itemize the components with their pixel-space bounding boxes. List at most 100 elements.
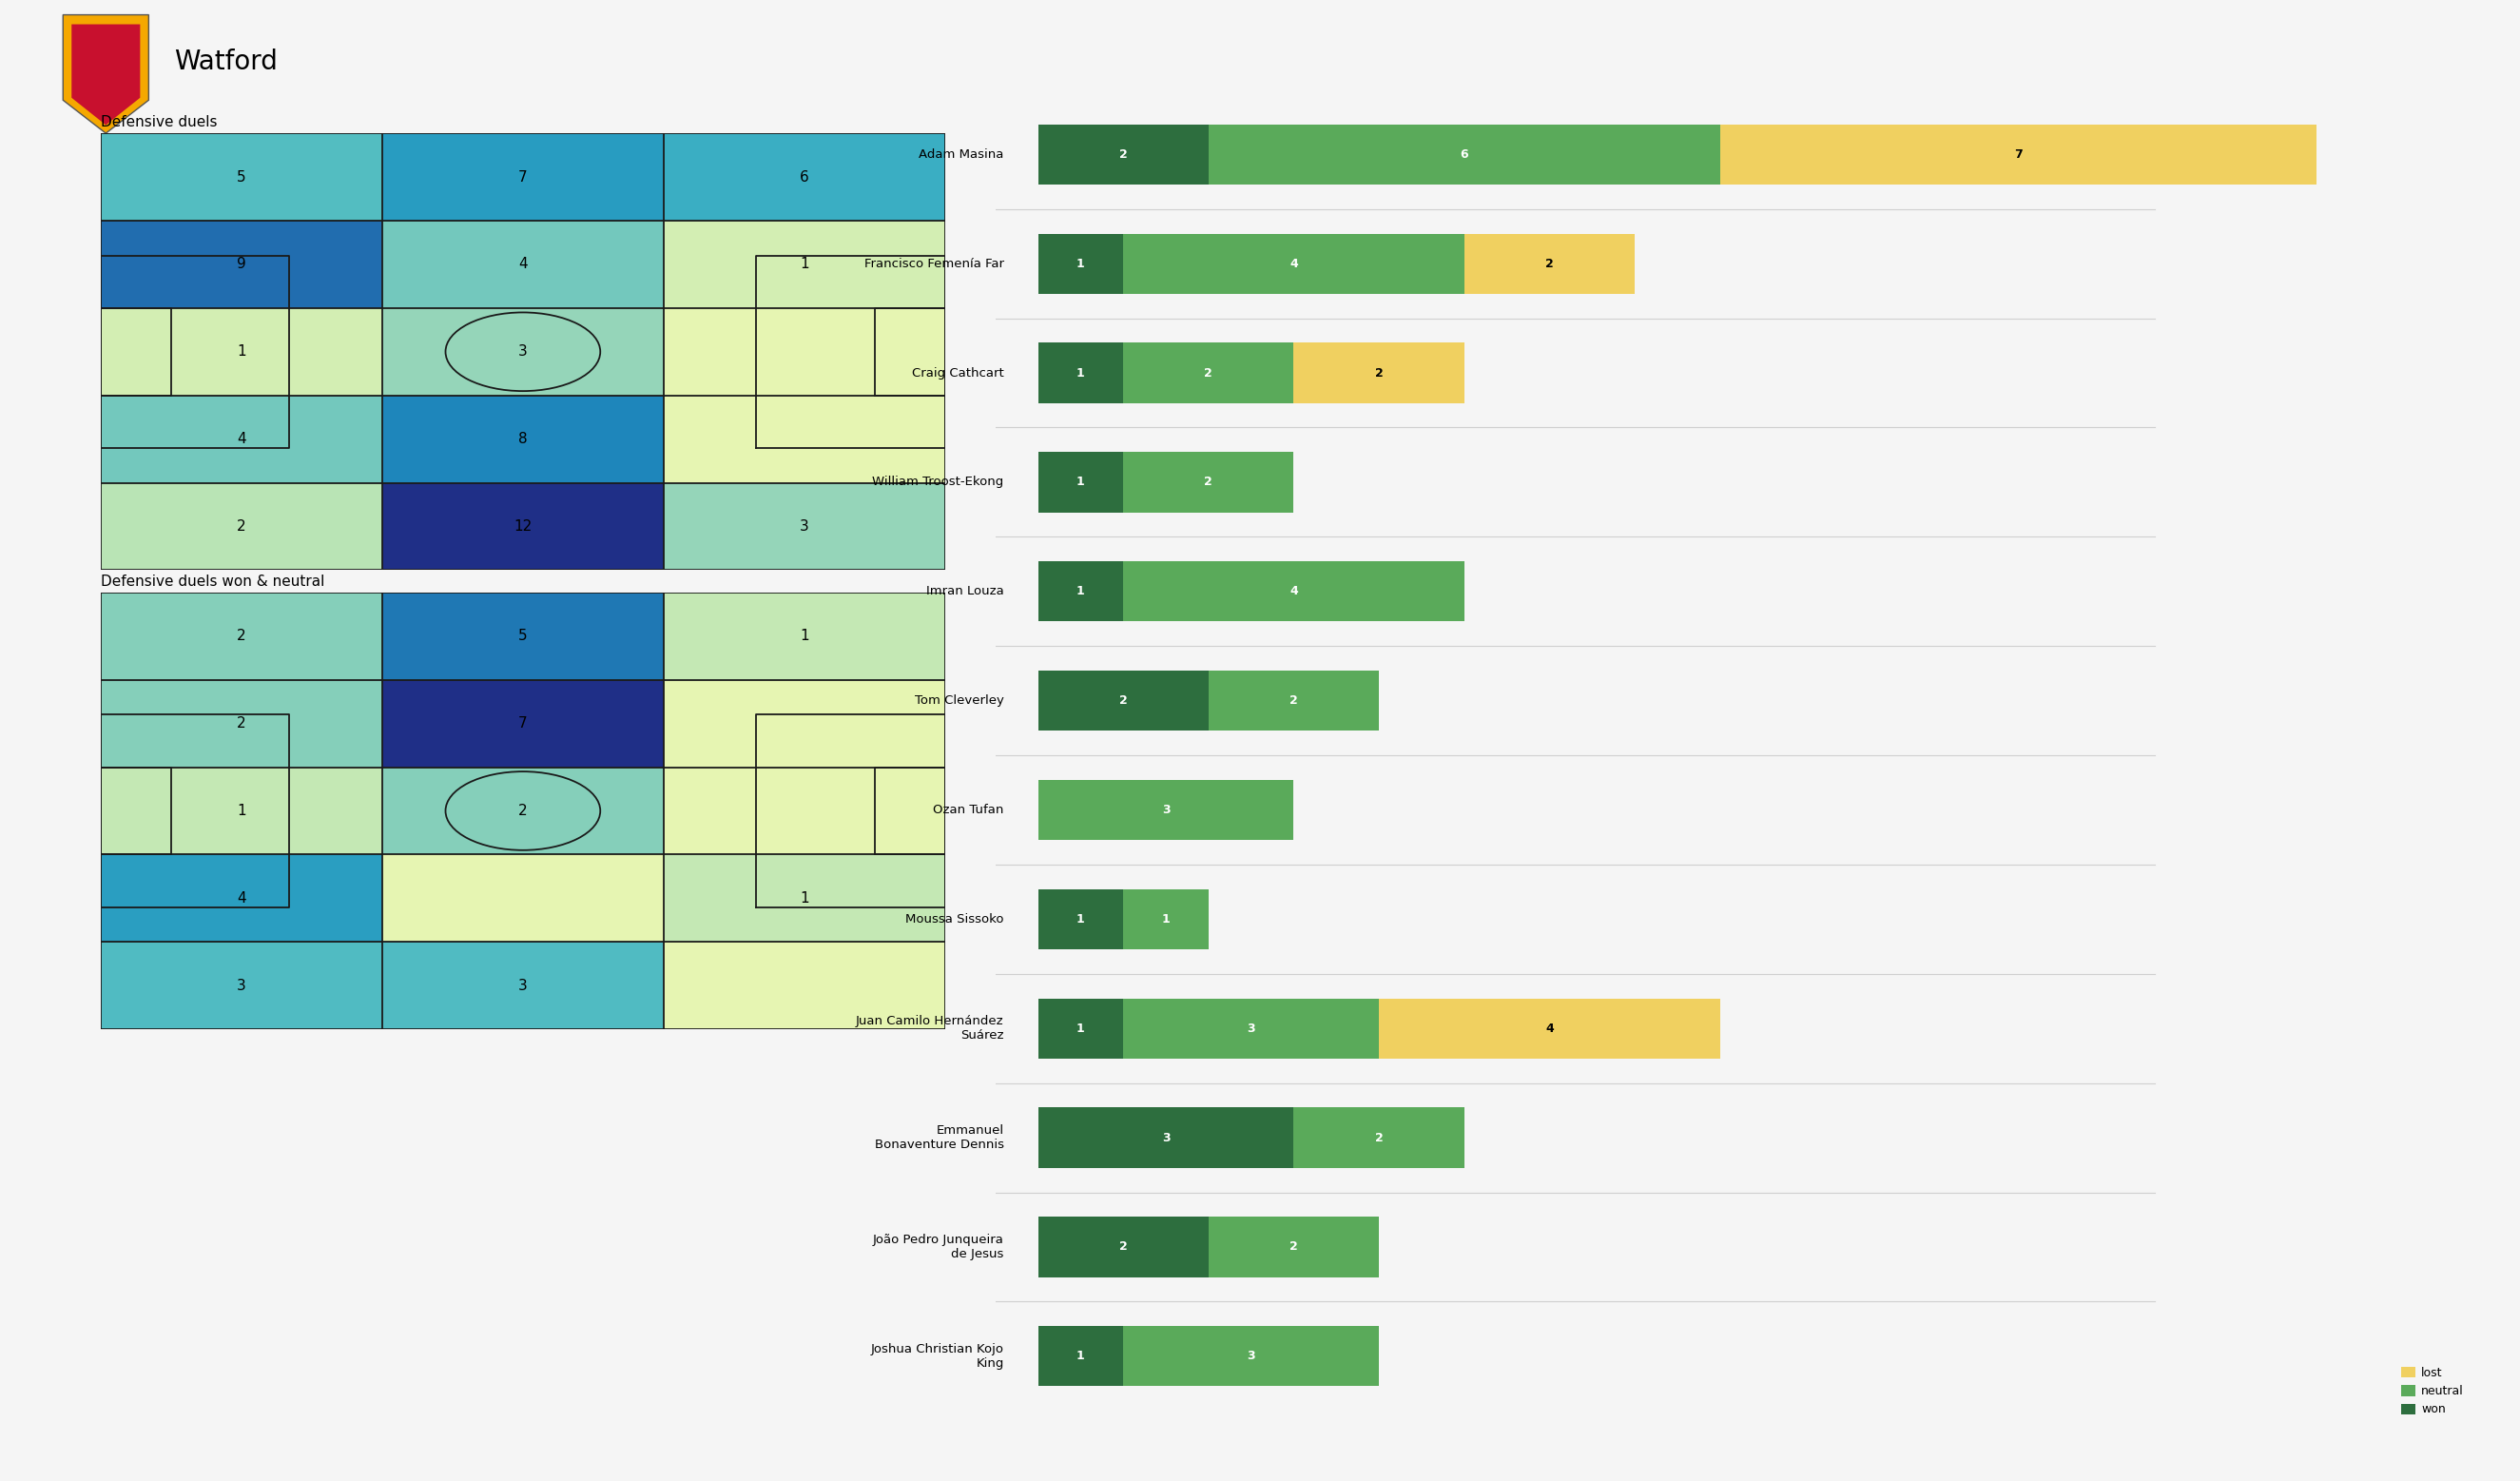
Text: Adam Masina: Adam Masina — [920, 148, 1003, 160]
Text: 5: 5 — [237, 170, 247, 184]
Bar — [1124, 344, 1293, 403]
Text: 2: 2 — [237, 629, 247, 643]
Bar — [101, 680, 383, 767]
Text: 6: 6 — [799, 170, 809, 184]
Bar — [101, 942, 383, 1029]
Bar — [1124, 1325, 1378, 1386]
Text: 1: 1 — [237, 804, 247, 818]
Bar — [1038, 1325, 1124, 1386]
Text: Juan Camilo Hernández
Suárez: Juan Camilo Hernández Suárez — [857, 1014, 1003, 1041]
Bar — [1038, 234, 1124, 293]
Bar — [383, 592, 663, 680]
Text: Joshua Christian Kojo
King: Joshua Christian Kojo King — [872, 1343, 1003, 1370]
Bar — [1038, 344, 1124, 403]
Text: 1: 1 — [1076, 1022, 1084, 1035]
Bar — [663, 483, 945, 570]
Bar — [1210, 671, 1378, 730]
Text: Defensive duels: Defensive duels — [101, 116, 217, 129]
Bar — [1124, 998, 1378, 1059]
Text: 4: 4 — [1545, 1022, 1555, 1035]
Text: 3: 3 — [519, 345, 527, 358]
Text: William Troost-Ekong: William Troost-Ekong — [872, 475, 1003, 489]
Text: 3: 3 — [1162, 804, 1169, 816]
Legend: lost, neutral, won: lost, neutral, won — [2402, 1367, 2465, 1416]
Text: 7: 7 — [519, 717, 527, 730]
Text: 3: 3 — [799, 520, 809, 533]
Text: 9: 9 — [237, 258, 247, 271]
Text: 4: 4 — [1290, 258, 1298, 270]
Bar — [383, 767, 663, 855]
Text: 6: 6 — [1459, 148, 1469, 160]
Bar — [1038, 671, 1210, 730]
Bar — [1378, 998, 1719, 1059]
Text: 3: 3 — [519, 979, 527, 992]
Text: 2: 2 — [237, 520, 247, 533]
Bar — [1293, 1108, 1464, 1167]
Bar — [383, 483, 663, 570]
Text: 2: 2 — [1376, 1131, 1383, 1143]
Text: 3: 3 — [1247, 1022, 1255, 1035]
Text: 1: 1 — [1076, 258, 1084, 270]
Bar — [1124, 889, 1210, 949]
Bar — [663, 855, 945, 942]
Bar — [1038, 998, 1124, 1059]
Bar — [663, 308, 945, 395]
Text: 1: 1 — [1076, 912, 1084, 926]
Bar — [101, 395, 383, 483]
Bar — [663, 767, 945, 855]
Polygon shape — [63, 15, 149, 133]
Bar — [383, 133, 663, 221]
Text: 1: 1 — [799, 892, 809, 905]
Text: 1: 1 — [1076, 585, 1084, 598]
Text: 4: 4 — [237, 892, 247, 905]
Text: Emmanuel
Bonaventure Dennis: Emmanuel Bonaventure Dennis — [874, 1124, 1003, 1151]
Bar — [663, 942, 945, 1029]
Text: 4: 4 — [237, 432, 247, 446]
Text: 1: 1 — [1076, 367, 1084, 379]
Bar — [1038, 889, 1124, 949]
Text: Francisco Femenía Far: Francisco Femenía Far — [864, 258, 1003, 270]
Text: 2: 2 — [1290, 695, 1298, 706]
Bar — [101, 133, 383, 221]
Bar — [383, 855, 663, 942]
Bar — [1719, 124, 2316, 185]
Text: 3: 3 — [1162, 1131, 1169, 1143]
Bar — [663, 133, 945, 221]
Bar — [1038, 780, 1293, 840]
Bar — [663, 592, 945, 680]
Bar — [1464, 234, 1635, 293]
Text: Tom Cleverley: Tom Cleverley — [915, 695, 1003, 706]
Text: 1: 1 — [1076, 1351, 1084, 1363]
Bar — [101, 221, 383, 308]
Text: 2: 2 — [1290, 1241, 1298, 1253]
Bar — [663, 221, 945, 308]
Text: 2: 2 — [1545, 258, 1555, 270]
Text: 2: 2 — [1376, 367, 1383, 379]
Bar — [1038, 124, 1210, 185]
Bar — [1293, 344, 1464, 403]
Text: 2: 2 — [519, 804, 527, 818]
Bar — [663, 395, 945, 483]
Polygon shape — [71, 24, 141, 124]
Text: 7: 7 — [2013, 148, 2024, 160]
Text: 8: 8 — [519, 432, 527, 446]
Bar — [101, 308, 383, 395]
Text: 2: 2 — [1119, 148, 1126, 160]
Text: 2: 2 — [1119, 695, 1126, 706]
Bar — [101, 767, 383, 855]
Text: Craig Cathcart: Craig Cathcart — [912, 367, 1003, 379]
Text: 2: 2 — [1205, 367, 1212, 379]
Bar — [383, 680, 663, 767]
Text: 1: 1 — [1162, 912, 1169, 926]
Text: Defensive duels won & neutral: Defensive duels won & neutral — [101, 575, 325, 588]
Text: 7: 7 — [519, 170, 527, 184]
Bar — [1124, 452, 1293, 512]
Text: 4: 4 — [1290, 585, 1298, 598]
Text: 12: 12 — [514, 520, 532, 533]
Bar — [1038, 1217, 1210, 1277]
Text: 5: 5 — [519, 629, 527, 643]
Bar — [101, 855, 383, 942]
Text: Imran Louza: Imran Louza — [927, 585, 1003, 598]
Text: 4: 4 — [519, 258, 527, 271]
Bar — [383, 942, 663, 1029]
